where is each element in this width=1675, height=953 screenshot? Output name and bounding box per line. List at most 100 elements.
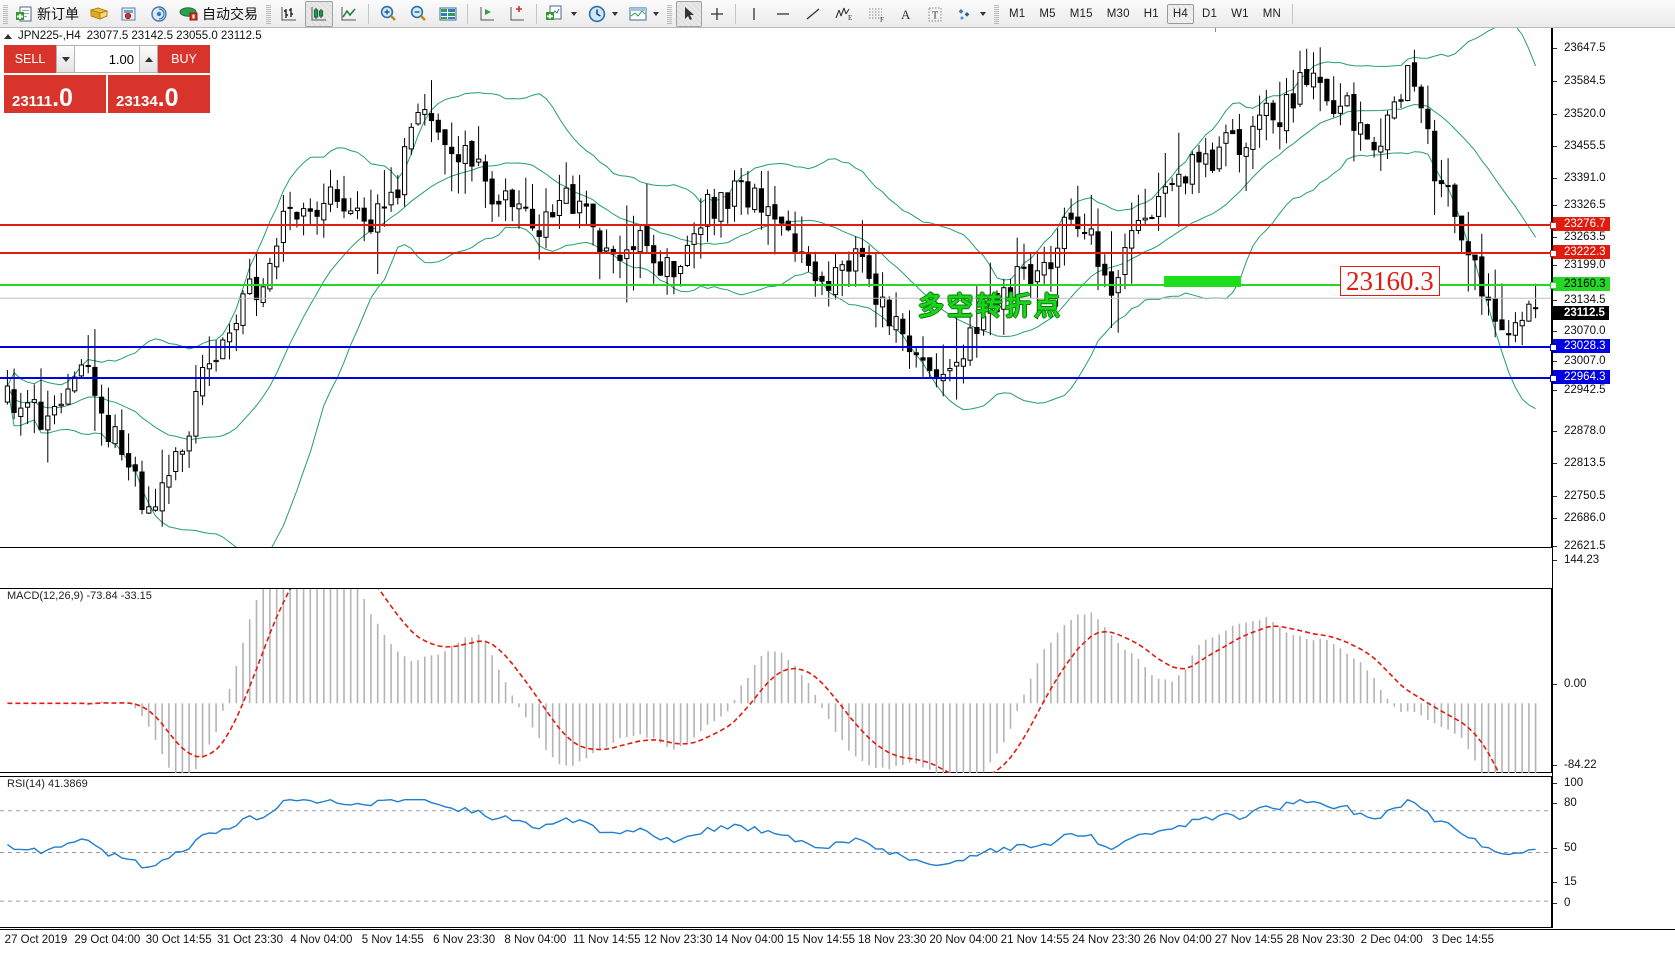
timeframe-h1[interactable]: H1 bbox=[1143, 7, 1159, 20]
level-price-label[interactable]: 23276.7 bbox=[1553, 217, 1610, 231]
profile-button[interactable] bbox=[115, 1, 143, 27]
data-window-button[interactable] bbox=[434, 1, 462, 27]
rsi-axis-tick: 50 bbox=[1553, 842, 1577, 854]
resistance-line-1[interactable] bbox=[0, 222, 1557, 229]
turning-point-annotation[interactable]: 多空转折点 bbox=[918, 292, 1064, 322]
zoom-in-button[interactable] bbox=[374, 1, 402, 27]
zoom-out-button[interactable] bbox=[404, 1, 432, 27]
time-axis-tick: 8 Nov 04:00 bbox=[504, 934, 567, 946]
time-axis-tick: 28 Nov 23:30 bbox=[1286, 934, 1355, 946]
price-axis-tick: 23263.5 bbox=[1553, 231, 1606, 243]
toolbar-grip-2[interactable] bbox=[266, 3, 271, 24]
level-price-label[interactable]: 23028.3 bbox=[1553, 339, 1610, 353]
volume-down-button[interactable] bbox=[57, 46, 75, 72]
volume-input[interactable]: 1.00 bbox=[75, 46, 139, 72]
toolbar-grip[interactable] bbox=[3, 3, 8, 24]
indicators-dropdown-arrow[interactable] bbox=[571, 11, 577, 16]
bar-chart-button[interactable] bbox=[275, 1, 303, 27]
toolbar-grip-3[interactable] bbox=[667, 3, 672, 24]
buy-price-button[interactable]: 23134 .0 bbox=[108, 75, 210, 113]
sell-button[interactable]: SELL bbox=[4, 45, 56, 73]
templates-icon bbox=[629, 7, 647, 20]
timeframe-mn[interactable]: MN bbox=[1262, 7, 1282, 20]
timeframe-d1[interactable]: D1 bbox=[1201, 7, 1218, 20]
cursor-tool-button[interactable] bbox=[676, 0, 702, 27]
timeframe-m1[interactable]: M1 bbox=[1009, 7, 1026, 20]
price-axis-tick: 23007.0 bbox=[1553, 355, 1606, 367]
support-line-1[interactable] bbox=[0, 344, 1557, 351]
price-axis[interactable]: 23647.5 23584.5 23520.0 23455.5 23391.0 23326… bbox=[1552, 28, 1675, 928]
price-axis-tick: 23326.5 bbox=[1553, 199, 1606, 211]
period-button[interactable] bbox=[583, 1, 622, 27]
volume-stepper[interactable]: 1.00 bbox=[56, 45, 158, 73]
crosshair-icon bbox=[711, 7, 723, 20]
chart-shift-button[interactable] bbox=[473, 1, 501, 27]
folder-button[interactable] bbox=[85, 1, 113, 27]
templates-dropdown-arrow[interactable] bbox=[653, 11, 659, 16]
signals-button[interactable] bbox=[145, 1, 173, 27]
crosshair-tool-button[interactable] bbox=[704, 1, 730, 27]
timeframe-h4[interactable]: H4 bbox=[1166, 3, 1194, 24]
timeframe-m5[interactable]: M5 bbox=[1039, 7, 1056, 20]
text-tool-button[interactable]: A bbox=[893, 1, 919, 27]
timeframe-w1[interactable]: W1 bbox=[1231, 7, 1249, 20]
macd-pane[interactable] bbox=[0, 588, 1552, 773]
period-dropdown-arrow[interactable] bbox=[612, 11, 618, 16]
line-handle[interactable] bbox=[1550, 282, 1557, 289]
symbol-ohlc: 23077.5 23142.5 23055.0 23112.5 bbox=[86, 30, 262, 42]
objects-dropdown-arrow[interactable] bbox=[980, 11, 986, 16]
toolbar-separator-2 bbox=[467, 3, 468, 24]
objects-list-button[interactable] bbox=[951, 1, 990, 27]
price-chart-pane[interactable] bbox=[0, 28, 1552, 548]
price-axis-tick: 22686.0 bbox=[1553, 512, 1606, 524]
line-handle[interactable] bbox=[1550, 250, 1557, 257]
price-axis-tick: 23070.0 bbox=[1553, 325, 1606, 337]
buy-price-fraction: .0 bbox=[157, 84, 179, 113]
macd-canvas bbox=[7, 589, 1537, 773]
time-axis-tick: 2 Dec 04:00 bbox=[1360, 934, 1423, 946]
line-handle[interactable] bbox=[1550, 344, 1557, 351]
timeframe-m30[interactable]: M30 bbox=[1106, 7, 1130, 20]
templates-button[interactable] bbox=[624, 1, 663, 27]
level-price-label[interactable]: 23222.3 bbox=[1553, 245, 1610, 259]
sell-price-fraction: .0 bbox=[52, 84, 73, 113]
candlestick-chart-button[interactable] bbox=[305, 0, 333, 27]
resistance-line-2[interactable] bbox=[0, 250, 1557, 257]
line-handle[interactable] bbox=[1550, 222, 1557, 229]
autotrade-button[interactable]: 自动交易 bbox=[175, 1, 262, 27]
profile-icon bbox=[121, 7, 136, 20]
support-line-2[interactable] bbox=[0, 375, 1557, 382]
time-axis[interactable]: 27 Oct 2019 29 Oct 04:00 30 Oct 14:55 31 Oc… bbox=[0, 929, 1675, 953]
current-price-label: 23112.5 bbox=[1553, 306, 1609, 320]
price-callout-box[interactable]: 23160.3 bbox=[1340, 266, 1440, 297]
time-axis-tick: 27 Oct 2019 bbox=[4, 934, 68, 946]
auto-scroll-button[interactable] bbox=[503, 1, 531, 27]
new-order-button[interactable]: 新订单 bbox=[12, 1, 83, 27]
toolbar-grip-4[interactable] bbox=[994, 3, 999, 24]
chart-scroll-marker[interactable] bbox=[1215, 28, 1216, 32]
fibo-tool-button[interactable]: F bbox=[861, 1, 891, 27]
rsi-axis-tick: 100 bbox=[1553, 777, 1583, 789]
line-chart-button[interactable] bbox=[335, 1, 363, 27]
vline-tool-button[interactable] bbox=[741, 1, 767, 27]
trendline-tool-button[interactable] bbox=[799, 1, 827, 27]
line-handle[interactable] bbox=[1550, 375, 1557, 382]
elliott-tool-button[interactable]: E bbox=[829, 1, 859, 27]
sell-price-button[interactable]: 23111 .0 bbox=[4, 75, 106, 113]
highlight-zone-rectangle[interactable] bbox=[1164, 276, 1241, 287]
level-price-label[interactable]: 23160.3 bbox=[1553, 277, 1610, 291]
volume-up-button[interactable] bbox=[139, 46, 157, 72]
turning-point-line[interactable] bbox=[0, 282, 1557, 289]
time-axis-tick: 5 Nov 14:55 bbox=[361, 934, 424, 946]
indicators-button[interactable] bbox=[542, 1, 581, 27]
label-tool-button[interactable]: T bbox=[921, 1, 949, 27]
buy-button[interactable]: BUY bbox=[158, 45, 210, 73]
svg-text:A: A bbox=[901, 7, 911, 22]
hline-tool-button[interactable] bbox=[769, 1, 797, 27]
autotrade-icon bbox=[179, 6, 198, 20]
octp-price-row: 23111 .0 23134 .0 bbox=[4, 75, 210, 113]
collapse-triangle-icon[interactable] bbox=[4, 33, 12, 39]
rsi-pane[interactable] bbox=[0, 776, 1552, 928]
level-price-label[interactable]: 22964.3 bbox=[1553, 370, 1610, 384]
timeframe-m15[interactable]: M15 bbox=[1069, 7, 1093, 20]
